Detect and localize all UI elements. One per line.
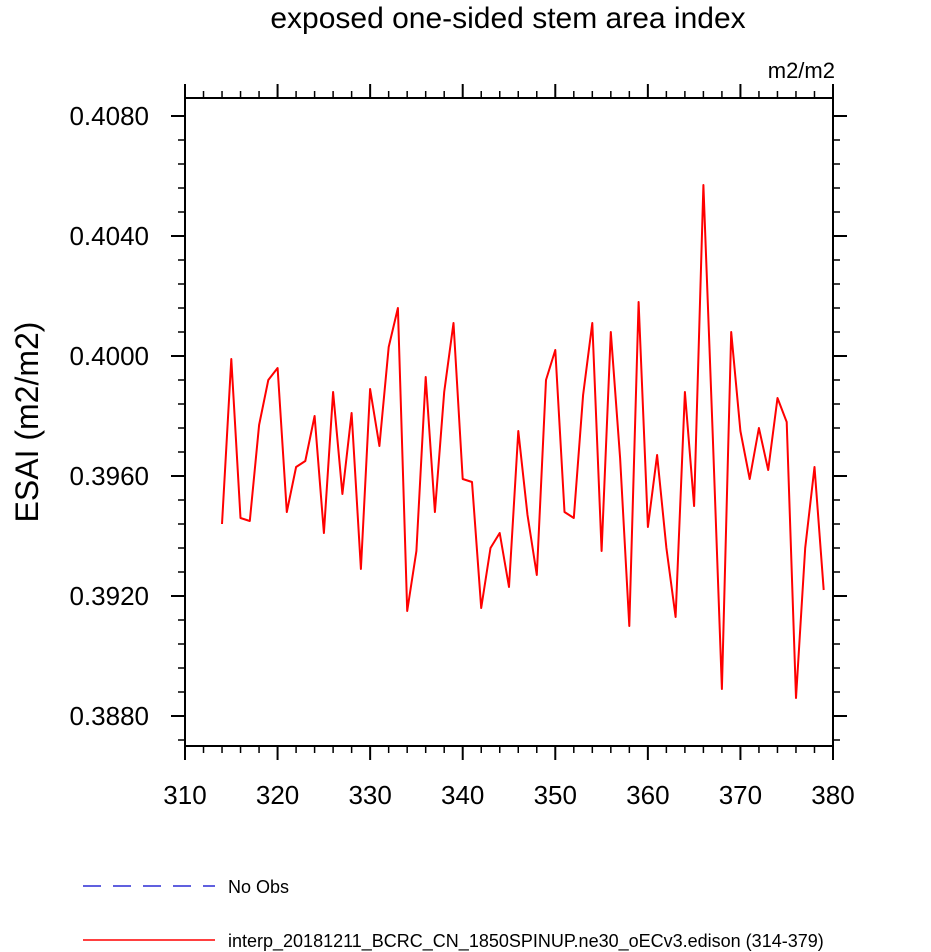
- x-tick-label: 330: [348, 780, 391, 810]
- x-tick-label: 350: [534, 780, 577, 810]
- legend: No Obs interp_20181211_BCRC_CN_1850SPINU…: [83, 877, 824, 952]
- y-tick-label: 0.3880: [69, 701, 149, 731]
- x-tick-label: 320: [256, 780, 299, 810]
- x-axis: 310 320 330 340 350 360 370 380: [163, 84, 855, 810]
- chart-title: exposed one-sided stem area index: [270, 2, 745, 35]
- x-tick-label: 340: [441, 780, 484, 810]
- y-axis-label: ESAI (m2/m2): [9, 322, 45, 523]
- units-label: m2/m2: [768, 58, 835, 83]
- legend-label-no-obs: No Obs: [228, 877, 289, 897]
- x-tick-label: 380: [811, 780, 854, 810]
- y-tick-label: 0.4040: [69, 221, 149, 251]
- y-tick-label: 0.3960: [69, 461, 149, 491]
- series-layer: [221, 184, 825, 699]
- plot-frame: [184, 97, 834, 747]
- x-tick-label: 370: [719, 780, 762, 810]
- y-tick-label: 0.3920: [69, 581, 149, 611]
- x-tick-label: 360: [626, 780, 669, 810]
- y-axis: 0.3880 0.3920 0.3960 0.4000 0.4040 0.4080: [69, 101, 847, 741]
- y-tick-label: 0.4080: [69, 101, 149, 131]
- legend-label-model: interp_20181211_BCRC_CN_1850SPINUP.ne30_…: [228, 931, 824, 952]
- series-line: [221, 184, 825, 699]
- x-tick-label: 310: [163, 780, 206, 810]
- y-tick-label: 0.4000: [69, 341, 149, 371]
